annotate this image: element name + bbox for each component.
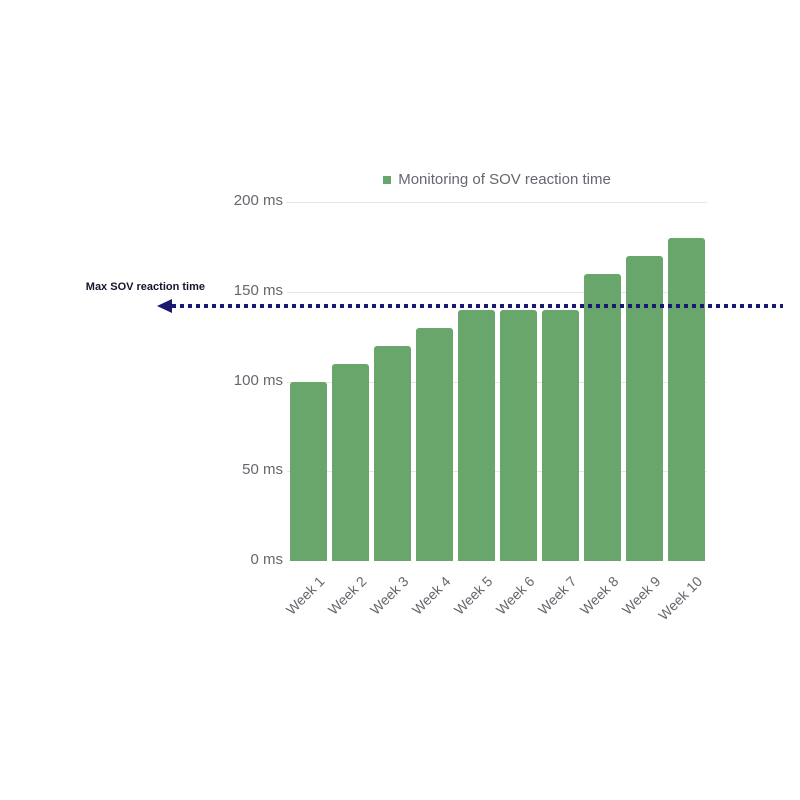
bar-week-7 [541, 309, 579, 561]
x-tick-label-week-4: Week 4 [408, 573, 454, 618]
y-tick-label-50: 50 ms [242, 461, 283, 479]
x-tick-label-week-7: Week 7 [534, 573, 580, 618]
bar-week-9 [625, 255, 663, 561]
y-tick-label-150: 150 ms [233, 281, 283, 299]
threshold-arrow-icon [157, 299, 172, 314]
threshold-line [172, 304, 783, 309]
x-tick-label-week-3: Week 3 [366, 573, 412, 618]
y-tick-label-0: 0 ms [250, 551, 283, 568]
legend[interactable]: Monitoring of SOV reaction time [287, 171, 707, 188]
bar-week-2 [331, 363, 369, 561]
y-tick-label-100: 100 ms [233, 371, 283, 389]
bar-week-10 [667, 237, 705, 561]
x-tick-label-week-1: Week 1 [282, 573, 328, 618]
gridline-50 [287, 471, 707, 473]
threshold-label: Max SOV reaction time [85, 281, 205, 294]
x-tick-label-week-5: Week 5 [450, 573, 496, 618]
legend-label: Monitoring of SOV reaction time [398, 171, 611, 188]
x-tick-label-week-2: Week 2 [324, 573, 370, 618]
bar-week-5 [457, 309, 495, 561]
bar-week-8 [583, 273, 621, 561]
bar-week-6 [499, 309, 537, 561]
gridline-200 [287, 202, 707, 203]
y-tick-label-200: 200 ms [233, 192, 283, 209]
x-tick-label-week-10: Week 10 [655, 573, 706, 624]
plot-area: Week 1 Week 2 Week 3 Week 4 Week 5 Week 6 Week… [283, 202, 707, 623]
bar-week-3 [373, 345, 411, 561]
gridline-150 [287, 291, 707, 293]
x-tick-label-week-6: Week 6 [492, 573, 538, 618]
x-tick-label-week-8: Week 8 [576, 573, 622, 618]
bar-week-4 [415, 327, 453, 561]
gridline-100 [287, 381, 707, 383]
bar-week-1 [289, 381, 327, 561]
legend-marker-icon [383, 175, 392, 184]
